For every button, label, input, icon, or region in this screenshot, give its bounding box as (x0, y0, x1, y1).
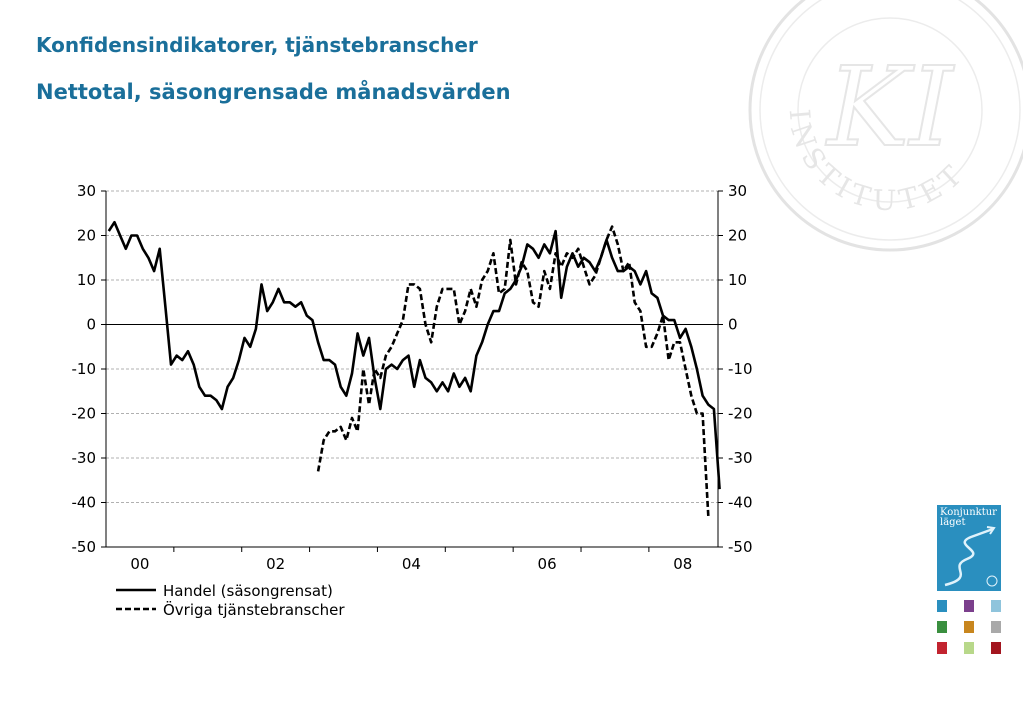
chart-grid (106, 190, 718, 503)
legend-label: Handel (säsongrensat) (163, 582, 333, 600)
y-tick-label: 30 (728, 182, 747, 200)
y-tick-label: -30 (728, 449, 753, 467)
x-tick-label: 00 (130, 555, 149, 573)
chart-legend: Handel (säsongrensat)Övriga tjänstebrans… (116, 582, 345, 619)
series-line (316, 225, 710, 516)
chart-title: Konfidensindikatorer, tjänstebranscher (36, 33, 478, 57)
x-tick-label: 02 (266, 555, 285, 573)
y-tick-label: 20 (728, 227, 747, 245)
color-swatch (964, 621, 974, 633)
konjunkturlaget-cover: Konjunktur läget (937, 505, 1001, 591)
institute-seal-watermark: INSTITUTET KI (748, 0, 1023, 252)
y-tick-label: 10 (77, 271, 96, 289)
x-tick-label: 06 (538, 555, 557, 573)
y-tick-label: -50 (72, 538, 97, 556)
y-tick-label: 10 (728, 271, 747, 289)
y-tick-label: -40 (72, 494, 97, 512)
y-tick-label: 20 (77, 227, 96, 245)
color-swatch (991, 621, 1001, 633)
y-tick-label: -40 (728, 494, 753, 512)
y-tick-label: -20 (72, 405, 97, 423)
seal-monogram: KI (825, 43, 955, 171)
y-tick-label: -30 (72, 449, 97, 467)
color-swatch (991, 642, 1001, 654)
x-tick-label: 04 (402, 555, 421, 573)
legend-label: Övriga tjänstebranscher (163, 600, 345, 619)
color-swatch (991, 600, 1001, 612)
x-axis: 00 02 04 06 08 (130, 547, 692, 573)
color-swatch (937, 621, 947, 633)
color-swatch (937, 642, 947, 654)
chart-subtitle: Nettotal, säsongrensade månadsvärden (36, 80, 511, 104)
y-tick-label: -50 (728, 538, 753, 556)
y-tick-label: 30 (77, 182, 96, 200)
x-tick-label: 08 (673, 555, 692, 573)
y-axis-right: 30 20 10 0 -10 -20 -30 -40 -50 (718, 182, 753, 556)
chart-series (107, 220, 721, 516)
y-tick-label: -10 (728, 360, 753, 378)
y-tick-label: 0 (728, 316, 738, 334)
color-swatch (964, 600, 974, 612)
y-tick-label: 0 (86, 316, 96, 334)
series-line (107, 220, 721, 490)
y-tick-label: -10 (72, 360, 97, 378)
y-axis-left: 30 20 10 0 -10 -20 -30 -40 -50 (72, 182, 106, 556)
cover-title: Konjunktur läget (940, 507, 997, 528)
color-swatch (937, 600, 947, 612)
color-swatch (964, 642, 974, 654)
cover-swirl-icon (944, 526, 998, 587)
y-tick-label: -20 (728, 405, 753, 423)
